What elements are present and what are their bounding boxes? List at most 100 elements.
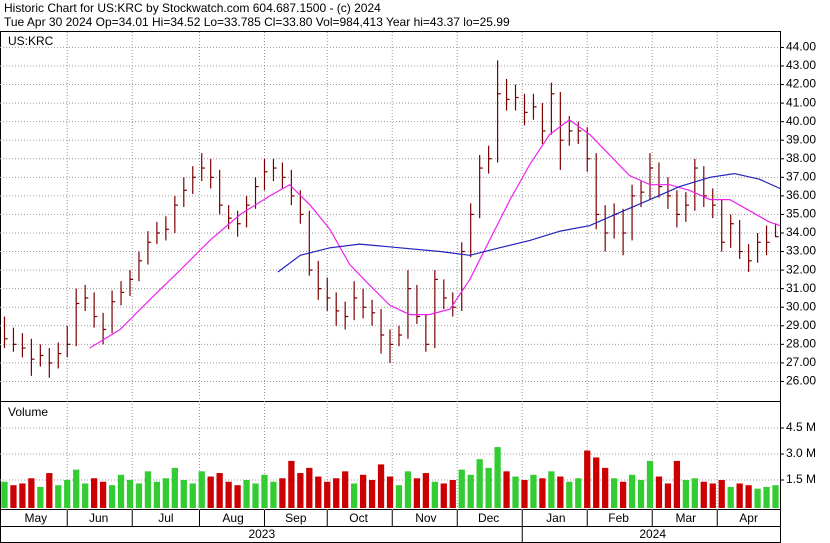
chart-title: Historic Chart for US:KRC by Stockwatch.… — [4, 1, 381, 15]
volume-bar — [91, 478, 98, 508]
volume-bar — [135, 483, 143, 508]
volume-bar — [180, 480, 187, 508]
volume-bar — [342, 471, 349, 508]
volume-bar — [234, 485, 241, 508]
y-tick-label: 36.00 — [786, 188, 816, 202]
volume-bar — [333, 478, 340, 508]
volume-bar — [503, 471, 510, 508]
volume-bar — [530, 474, 537, 508]
volume-bar — [162, 478, 169, 508]
volume-bar — [512, 476, 519, 508]
x-tick-label: Aug — [222, 511, 243, 525]
y-tick-label: 42.00 — [786, 77, 816, 91]
y-tick-label: 44.00 — [786, 40, 816, 54]
volume-bar — [144, 471, 152, 508]
volume-bar — [431, 481, 438, 508]
volume-bar — [55, 485, 62, 508]
volume-bar — [494, 447, 501, 508]
y-tick-label: 37.00 — [786, 169, 816, 183]
volume-bar — [324, 481, 331, 508]
volume-tick-label: 4.5 M — [786, 420, 816, 434]
volume-bar — [727, 486, 734, 508]
volume-bar — [252, 483, 259, 508]
volume-bar — [261, 474, 268, 508]
volume-bar — [476, 459, 483, 508]
volume-bar — [584, 450, 591, 508]
volume-bar — [28, 478, 35, 508]
volume-bar — [646, 460, 654, 508]
volume-bar — [377, 464, 385, 508]
year-label: 2023 — [248, 527, 275, 541]
volume-bar — [395, 485, 403, 508]
volume-bar — [10, 485, 17, 508]
year-label: 2024 — [639, 527, 666, 541]
y-tick-label: 28.00 — [786, 337, 816, 351]
volume-bar — [521, 480, 528, 508]
volume-bar — [718, 480, 725, 508]
y-tick-label: 39.00 — [786, 132, 816, 146]
volume-bar — [359, 474, 367, 508]
y-tick-label: 32.00 — [786, 262, 816, 276]
volume-bar — [467, 474, 474, 508]
volume-bar — [458, 469, 465, 508]
volume-bar — [288, 460, 295, 508]
volume-bar — [736, 483, 743, 508]
volume-bar — [153, 481, 161, 508]
volume-bar — [422, 473, 429, 508]
x-tick-label: Mar — [676, 511, 697, 525]
volume-bar — [593, 457, 600, 508]
volume-bar — [763, 486, 770, 508]
volume-bar — [82, 483, 89, 508]
volume-bar — [602, 467, 609, 508]
x-tick-label: Feb — [608, 511, 629, 525]
y-tick-label: 38.00 — [786, 151, 816, 165]
volume-bar — [700, 481, 707, 508]
volume-bar — [351, 483, 358, 508]
x-tick-label: Jun — [89, 511, 108, 525]
volume-bar — [315, 476, 322, 508]
volume-bar — [413, 478, 421, 508]
volume-bar — [754, 488, 761, 508]
y-tick-label: 43.00 — [786, 58, 816, 72]
y-tick-label: 35.00 — [786, 207, 816, 221]
x-tick-label: Jul — [158, 511, 173, 525]
volume-bar — [225, 481, 232, 508]
volume-bar — [297, 473, 304, 508]
volume-bar — [198, 471, 205, 508]
volume-tick-label: 1.5 M — [786, 472, 816, 486]
volume-bar — [243, 480, 250, 508]
volume-bar — [682, 480, 689, 508]
y-tick-label: 40.00 — [786, 114, 816, 128]
volume-bar — [37, 486, 44, 508]
y-tick-label: 33.00 — [786, 244, 816, 258]
volume-bar — [207, 476, 214, 508]
x-tick-label: May — [25, 511, 48, 525]
volume-bar — [306, 467, 313, 508]
volume-bar — [628, 474, 636, 508]
x-tick-label: Apr — [739, 511, 758, 525]
volume-bar — [772, 485, 779, 508]
volume-bar — [404, 471, 412, 508]
volume-bar — [691, 478, 698, 508]
x-tick-label: Sep — [285, 511, 307, 525]
volume-bar — [171, 467, 178, 508]
volume-bar — [745, 485, 752, 508]
volume-bar — [566, 481, 573, 508]
volume-bar — [655, 476, 663, 508]
x-tick-label: Nov — [415, 511, 436, 525]
volume-bar — [64, 480, 71, 508]
volume-bar — [664, 483, 672, 508]
moving-average-line — [89, 119, 781, 349]
volume-bar — [19, 483, 26, 508]
volume-bar — [117, 474, 125, 508]
volume-bar — [279, 478, 286, 508]
volume-bar — [557, 476, 564, 508]
volume-bar — [270, 481, 277, 508]
volume-bar — [368, 480, 376, 508]
y-tick-label: 27.00 — [786, 355, 816, 369]
x-tick-label: Oct — [349, 511, 368, 525]
volume-bar — [611, 478, 618, 508]
volume-bar — [1, 481, 8, 508]
